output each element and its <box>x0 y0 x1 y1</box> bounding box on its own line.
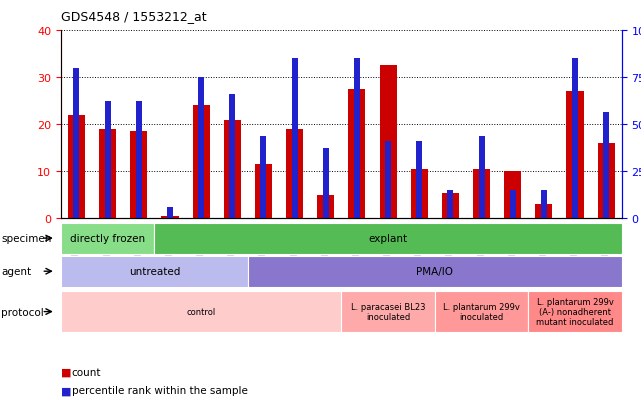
Text: count: count <box>72 367 101 377</box>
Bar <box>504 172 521 219</box>
Bar <box>192 106 210 219</box>
Text: agent: agent <box>1 266 31 277</box>
Text: L. plantarum 299v
(A-) nonadherent
mutant inoculated: L. plantarum 299v (A-) nonadherent mutan… <box>537 297 613 327</box>
Bar <box>597 144 615 219</box>
Text: untreated: untreated <box>129 266 180 277</box>
Text: explant: explant <box>369 233 408 244</box>
Text: directly frozen: directly frozen <box>70 233 146 244</box>
Bar <box>354 59 360 219</box>
Text: control: control <box>187 307 216 316</box>
Bar <box>68 116 85 219</box>
Bar <box>255 165 272 219</box>
Bar <box>229 95 235 219</box>
Bar <box>479 137 485 219</box>
Text: L. plantarum 299v
inoculated: L. plantarum 299v inoculated <box>443 302 520 321</box>
Bar <box>348 90 365 219</box>
Bar <box>130 132 147 219</box>
Bar <box>167 207 173 219</box>
Text: GDS4548 / 1553212_at: GDS4548 / 1553212_at <box>61 10 206 23</box>
Bar <box>567 92 583 219</box>
Bar <box>136 102 142 219</box>
Text: ■: ■ <box>61 367 71 377</box>
Bar <box>99 130 116 219</box>
Bar <box>317 195 335 219</box>
Bar <box>385 141 391 219</box>
Bar <box>447 191 453 219</box>
Bar <box>411 170 428 219</box>
Bar <box>473 170 490 219</box>
Bar <box>162 216 179 219</box>
Bar <box>286 130 303 219</box>
Bar <box>198 78 204 219</box>
Bar <box>224 120 241 219</box>
Text: percentile rank within the sample: percentile rank within the sample <box>72 385 247 395</box>
Bar <box>510 191 516 219</box>
Bar <box>74 69 79 219</box>
Text: L. paracasei BL23
inoculated: L. paracasei BL23 inoculated <box>351 302 426 321</box>
Bar <box>535 205 553 219</box>
Bar <box>442 193 459 219</box>
Bar <box>323 148 329 219</box>
Bar <box>260 137 267 219</box>
Text: ■: ■ <box>61 385 71 395</box>
Bar <box>379 66 397 219</box>
Text: PMA/IO: PMA/IO <box>416 266 453 277</box>
Bar <box>541 191 547 219</box>
Bar <box>104 102 111 219</box>
Bar <box>603 113 609 219</box>
Text: protocol: protocol <box>1 307 44 317</box>
Text: specimen: specimen <box>1 233 52 244</box>
Bar <box>416 141 422 219</box>
Bar <box>292 59 297 219</box>
Bar <box>572 59 578 219</box>
